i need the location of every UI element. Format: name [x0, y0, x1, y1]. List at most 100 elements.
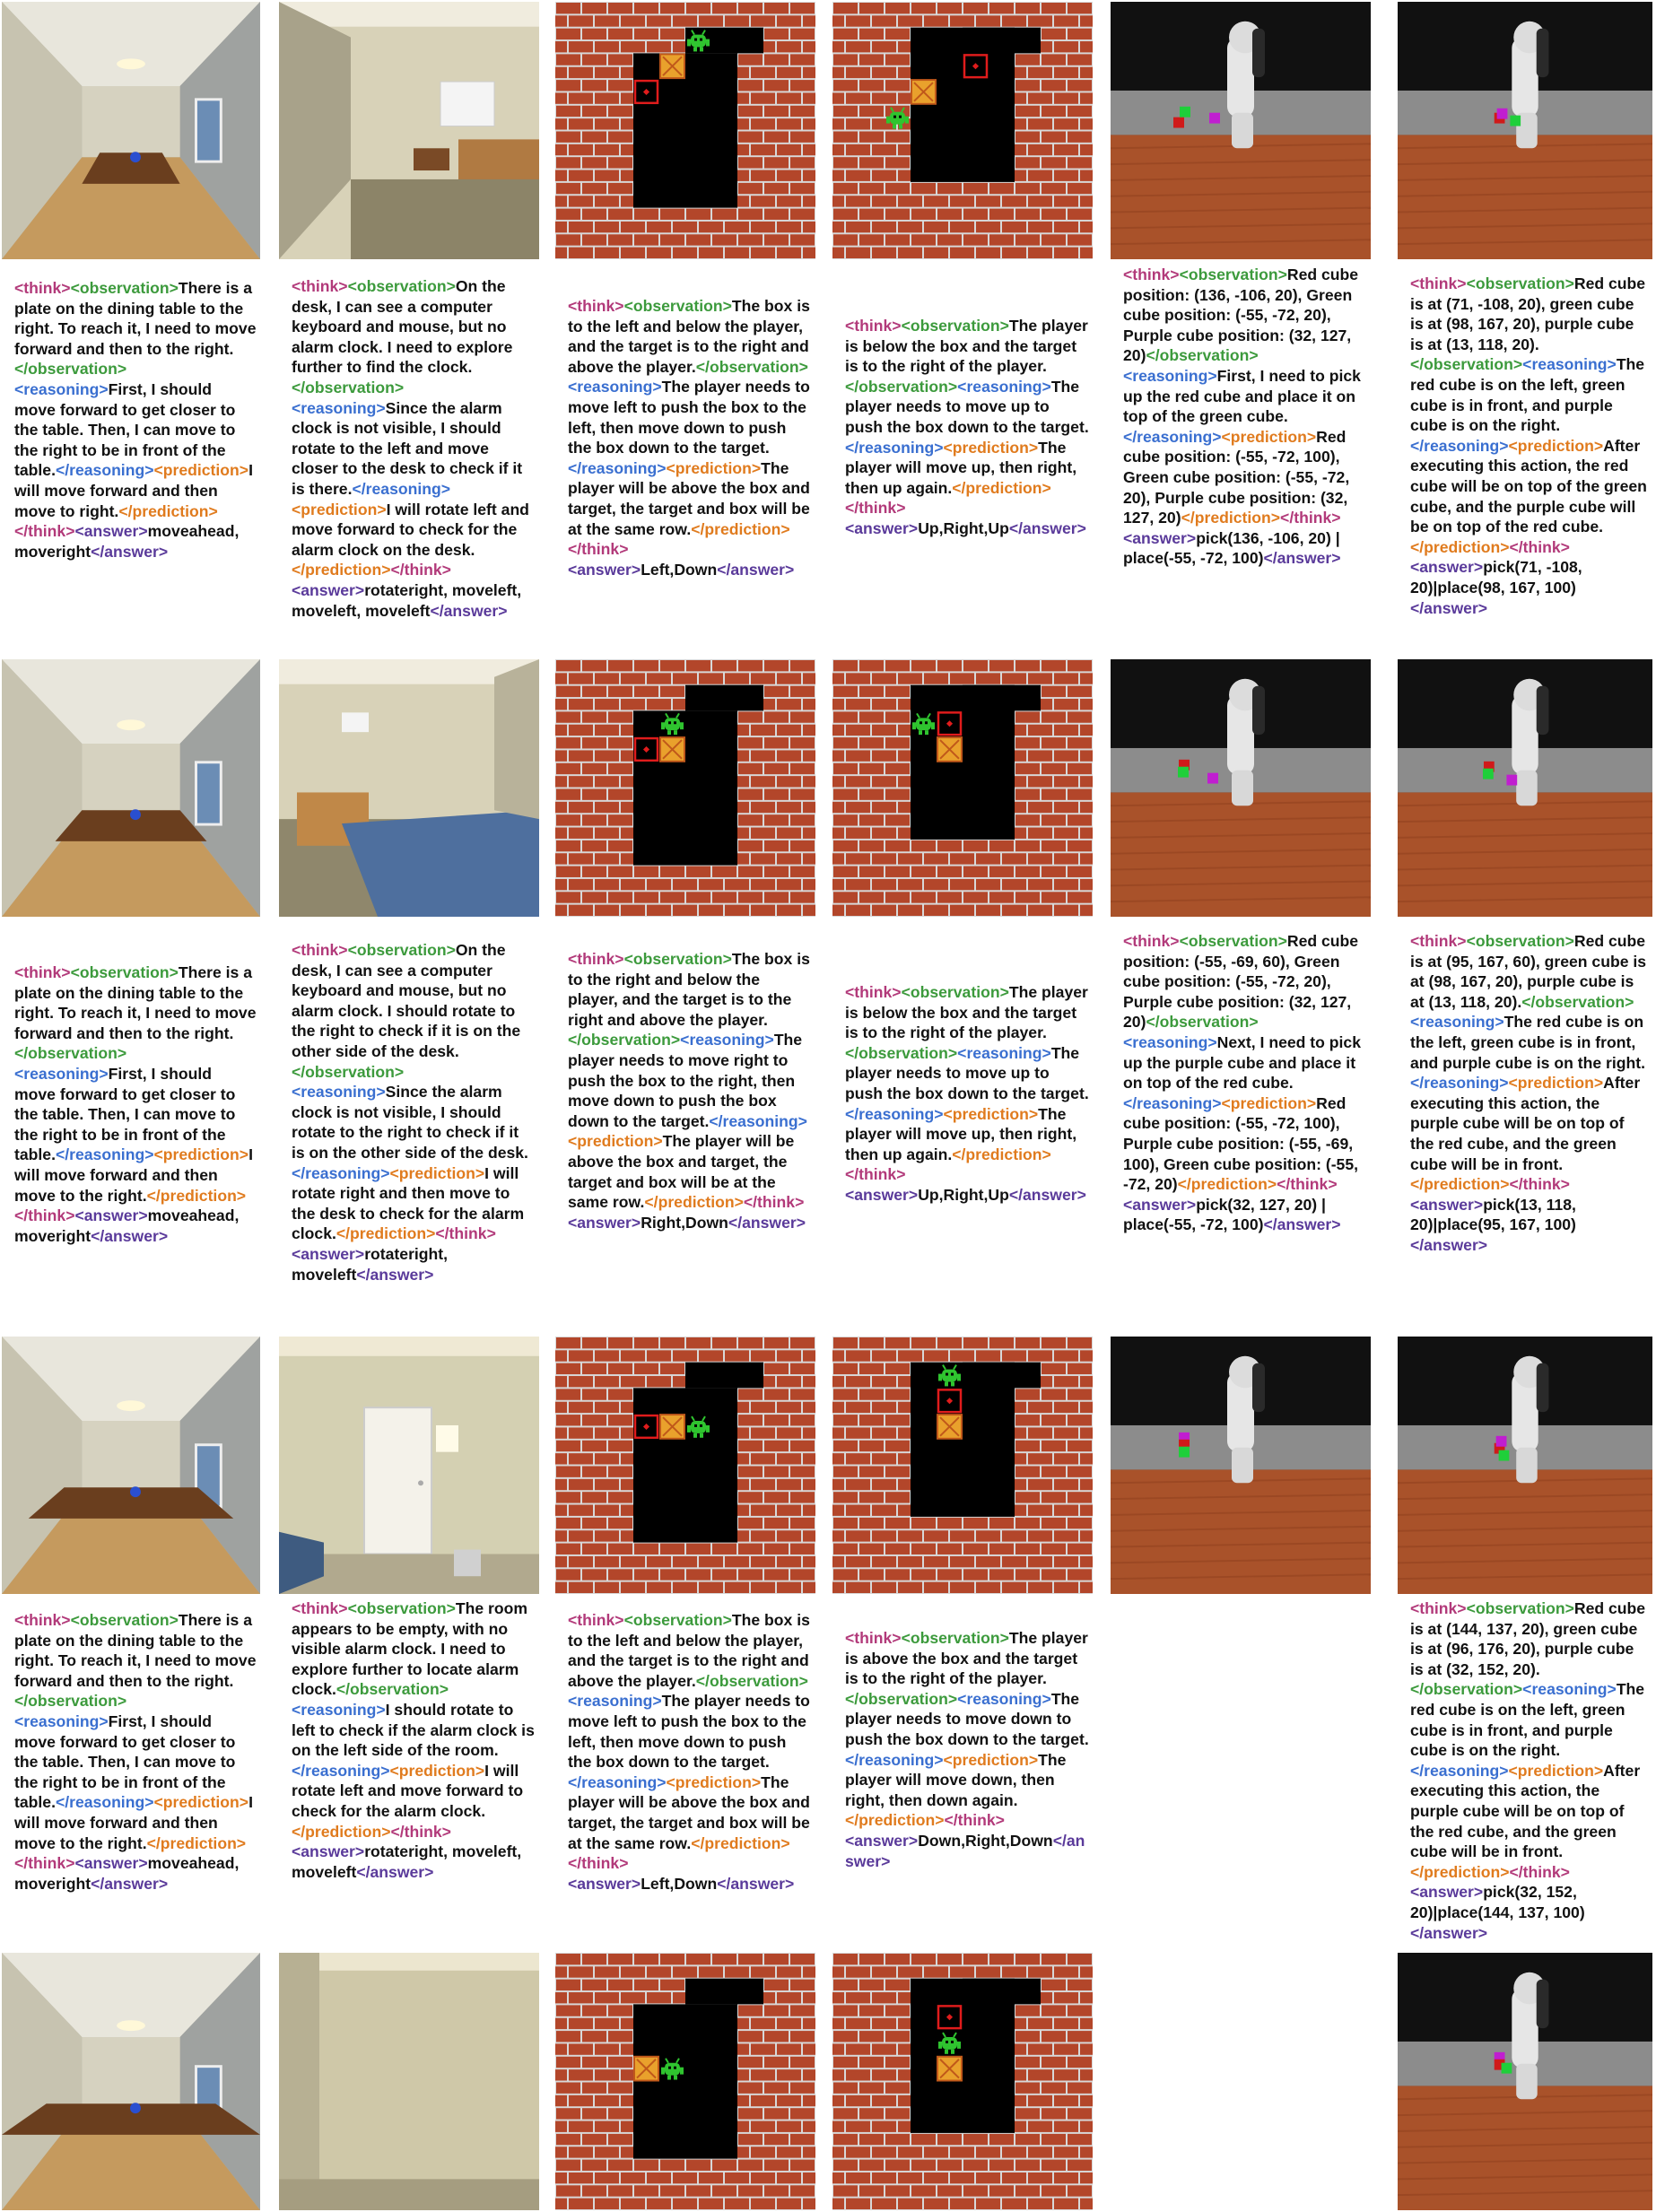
- trace-pre: <prediction>: [389, 1163, 485, 1182]
- trace-text-r1-c4: <think><observation>The player is below …: [845, 316, 1089, 539]
- trace-ans: <answer>: [845, 1185, 919, 1204]
- trace-ans: <answer>: [568, 560, 641, 579]
- trace-ans: <answer>: [1123, 528, 1197, 547]
- trace-ans: </answer>: [1008, 1185, 1086, 1204]
- trace-obs: <observation>: [1466, 274, 1574, 292]
- trace-think: <think>: [1123, 266, 1180, 283]
- trace-plain: The player will be above the box and tar…: [568, 458, 810, 538]
- trace-obs: <observation>: [1179, 932, 1287, 950]
- trace-plain: The room appears to be empty, with no vi…: [292, 1599, 528, 1699]
- trace-ans: </answer>: [845, 1831, 1085, 1870]
- trace-ans: </answer>: [1263, 549, 1341, 568]
- trace-ans: </answer>: [1008, 518, 1086, 537]
- trace-plain: rotateright, moveleft: [292, 1244, 449, 1284]
- frame-r4-c1: [2, 1953, 260, 2210]
- trace-plain: The player is below the box and the targ…: [845, 983, 1088, 1042]
- trace-plain: Red cube is at (95, 167, 60), green cube…: [1410, 932, 1647, 1011]
- frame-r2-c4: [832, 659, 1093, 917]
- trace-rea: <reasoning>: [568, 1692, 662, 1711]
- trace-text-r3-c3: <think><observation>The box is to the le…: [568, 1610, 812, 1894]
- trace-obs: <observation>: [70, 963, 179, 981]
- trace-plain: The red cube is on the left, green cube …: [1410, 1680, 1645, 1760]
- trace-ans: </answer>: [1410, 1235, 1488, 1254]
- trace-think: </think>: [1509, 1175, 1570, 1194]
- trace-plain: moveahead, moveright: [14, 522, 240, 561]
- trace-rea: </reasoning>: [845, 1104, 944, 1123]
- trace-think: <think>: [14, 279, 71, 297]
- trace-obs: <observation>: [901, 983, 1009, 1001]
- trace-obs: </observation>: [292, 378, 405, 396]
- trace-think: <think>: [292, 1599, 348, 1617]
- trace-rea: <reasoning>: [957, 377, 1051, 396]
- trace-plain: Red cube is at (144, 137, 20), green cub…: [1410, 1599, 1646, 1678]
- trace-obs: <observation>: [347, 277, 456, 295]
- trace-plain: Next, I need to pick up the purple cube …: [1123, 1032, 1361, 1093]
- trace-plain: First, I should move forward to get clos…: [14, 1064, 236, 1164]
- trace-think: </think>: [1280, 509, 1341, 527]
- trace-plain: On the desk, I can see a computer keyboa…: [292, 941, 521, 1060]
- trace-ans: <answer>: [292, 1842, 365, 1861]
- trace-plain: The player is below the box and the targ…: [845, 317, 1088, 376]
- trace-plain: After executing this action, the purple …: [1410, 1074, 1641, 1173]
- trace-think: </think>: [1509, 1862, 1570, 1881]
- trace-text-r3-c1: <think><observation>There is a plate on …: [14, 1610, 257, 1894]
- trace-obs: <observation>: [623, 1611, 732, 1629]
- trace-plain: pick(71, -108, 20)|place(98, 167, 100): [1410, 558, 1582, 597]
- trace-think: <think>: [1410, 1599, 1467, 1617]
- trace-plain: Up,Right,Up: [918, 518, 1009, 537]
- trace-obs: </observation>: [845, 377, 958, 396]
- trace-pre: </prediction>: [146, 1833, 247, 1852]
- frame-r1-c5: [1111, 2, 1371, 259]
- trace-pre: <prediction>: [389, 1761, 485, 1780]
- trace-think: </think>: [14, 522, 75, 541]
- trace-pre: </prediction>: [292, 1822, 391, 1841]
- trace-plain: The red cube is on the left, green cube …: [1410, 355, 1645, 435]
- trace-obs: </observation>: [14, 360, 127, 379]
- trace-plain: Left,Down: [641, 1874, 718, 1893]
- trace-ans: </answer>: [356, 1265, 434, 1284]
- frame-r1-c1: [2, 2, 260, 259]
- trace-pre: </prediction>: [691, 519, 790, 538]
- trace-plain: I will move forward and then move to the…: [14, 1145, 253, 1205]
- trace-think: </think>: [743, 1193, 805, 1212]
- trace-ans: <answer>: [568, 1874, 641, 1893]
- trace-plain: On the desk, I can see a computer keyboa…: [292, 277, 513, 377]
- trace-rea: <reasoning>: [680, 1031, 774, 1049]
- trace-plain: The player needs to move down to push th…: [845, 1689, 1089, 1748]
- trace-ans: <answer>: [1410, 1883, 1484, 1902]
- trace-text-r1-c5: <think><observation>Red cube position: (…: [1123, 265, 1367, 569]
- trace-plain: moveahead, moveright: [14, 1854, 240, 1893]
- frame-r4-c6: [1398, 1953, 1652, 2210]
- trace-rea: </reasoning>: [568, 1772, 667, 1791]
- trace-text-r2-c1: <think><observation>There is a plate on …: [14, 962, 257, 1246]
- frame-r2-c6: [1398, 659, 1652, 917]
- trace-plain: The box is to the left and below the pla…: [568, 297, 810, 376]
- trace-think: </think>: [845, 1165, 906, 1184]
- trace-think: <think>: [14, 963, 71, 981]
- trace-pre: </prediction>: [644, 1193, 744, 1212]
- trace-text-r1-c2: <think><observation>On the desk, I can s…: [292, 276, 536, 621]
- trace-plain: There is a plate on the dining table to …: [14, 963, 257, 1042]
- trace-rea: <reasoning>: [568, 378, 662, 396]
- trace-think: </think>: [845, 499, 906, 518]
- trace-text-r3-c6: <think><observation>Red cube is at (144,…: [1410, 1598, 1649, 1943]
- trace-think: <think>: [292, 941, 348, 959]
- trace-obs: </observation>: [695, 357, 808, 376]
- frame-r3-c5: [1111, 1337, 1371, 1594]
- trace-plain: rotateright, moveleft, moveleft: [292, 1842, 522, 1881]
- trace-obs: <observation>: [901, 317, 1009, 335]
- trace-rea: <reasoning>: [1522, 1680, 1617, 1699]
- trace-pre: <prediction>: [153, 461, 249, 480]
- trace-obs: <observation>: [623, 297, 732, 315]
- trace-plain: Since the alarm clock is not visible, I …: [292, 1083, 528, 1162]
- trace-obs: </observation>: [1521, 992, 1634, 1011]
- trace-ans: </answer>: [1410, 1923, 1488, 1942]
- trace-plain: After executing this action, the red cub…: [1410, 436, 1647, 536]
- trace-plain: The player will move up, then right, the…: [845, 1104, 1077, 1163]
- trace-ans: <answer>: [1123, 1195, 1197, 1214]
- frame-r3-c1: [2, 1337, 260, 1594]
- trace-pre: </prediction>: [1177, 1175, 1277, 1194]
- trace-pre: </prediction>: [952, 478, 1051, 497]
- trace-obs: <observation>: [70, 279, 179, 297]
- trace-pre: </prediction>: [1410, 1862, 1510, 1881]
